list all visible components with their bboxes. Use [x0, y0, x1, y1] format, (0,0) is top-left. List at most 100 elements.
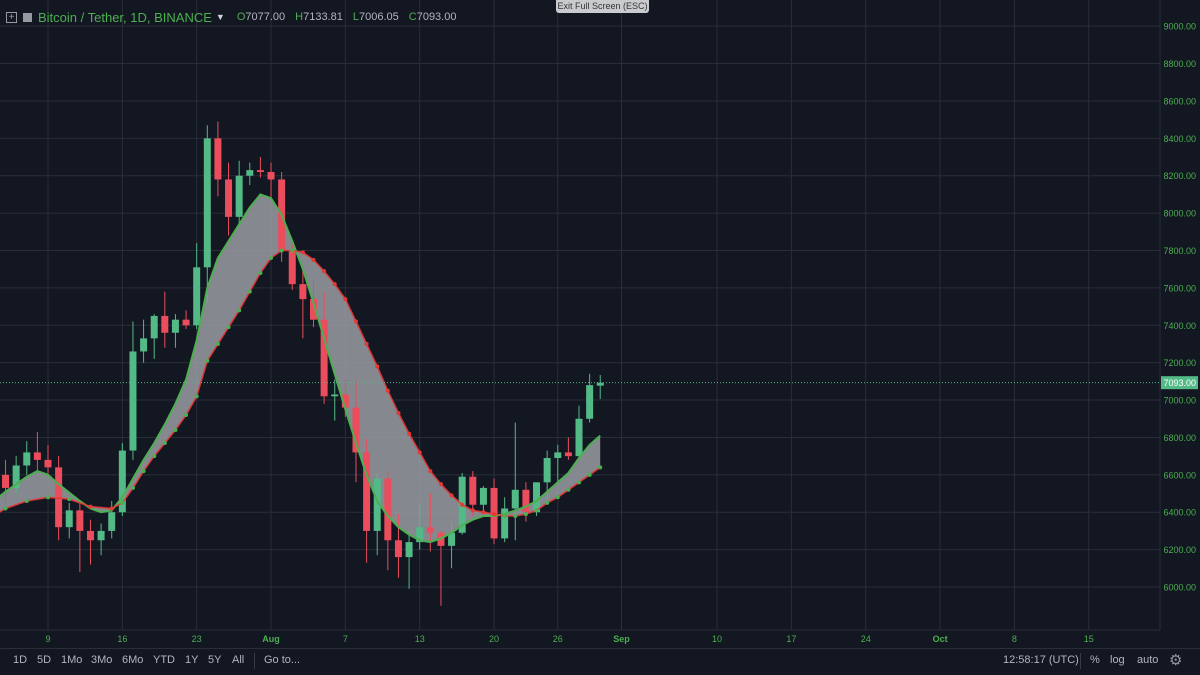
candle-down[interactable] [267, 171, 275, 180]
ma-cloud [0, 194, 601, 543]
price-tick-label: 7200.00 [1163, 358, 1196, 368]
candle-up[interactable] [586, 385, 594, 419]
candle-down[interactable] [225, 179, 233, 217]
slow-ma-dot [67, 497, 72, 502]
candle-up[interactable] [575, 418, 583, 457]
candle-down[interactable] [33, 452, 41, 460]
candle-down[interactable] [55, 467, 63, 528]
candle-up[interactable] [373, 478, 381, 531]
candle-up[interactable] [554, 452, 562, 459]
slow-ma-dot [226, 325, 231, 330]
slow-ma-dot [205, 358, 210, 363]
candle-down[interactable] [469, 476, 477, 505]
candle-up[interactable] [501, 508, 509, 539]
candle-down[interactable] [341, 394, 349, 408]
range-1y-button[interactable]: 1Y [185, 654, 199, 666]
candle-up[interactable] [533, 482, 541, 513]
candle-up[interactable] [405, 542, 413, 558]
range-3mo-button[interactable]: 3Mo [91, 654, 113, 666]
candle-down[interactable] [310, 299, 317, 320]
candle-up[interactable] [97, 530, 105, 541]
candle-up[interactable] [235, 175, 243, 217]
candle-down[interactable] [214, 138, 222, 180]
candle-down[interactable] [320, 319, 328, 397]
candle-down[interactable] [363, 452, 371, 531]
candle-up[interactable] [12, 465, 20, 488]
utc-clock[interactable]: 12:58:17 (UTC) [1003, 654, 1079, 666]
candle-down[interactable] [44, 459, 52, 468]
candle-down[interactable] [564, 452, 572, 457]
candle-up[interactable] [511, 489, 519, 509]
candle-down[interactable] [522, 489, 530, 513]
candle-down[interactable] [161, 315, 169, 333]
candle-up[interactable] [193, 267, 201, 326]
candle-down[interactable] [2, 474, 10, 488]
candle-up[interactable] [203, 138, 211, 268]
slow-ma-dot [194, 394, 199, 399]
plus-square-icon[interactable]: + [6, 11, 17, 23]
exit-fullscreen-tooltip[interactable]: Exit Full Screen (ESC) [556, 0, 649, 13]
candle-down[interactable] [86, 530, 94, 541]
candle-up[interactable] [65, 510, 73, 528]
goto-button[interactable]: Go to... [264, 654, 301, 666]
candle-down[interactable] [352, 407, 360, 453]
price-axis[interactable]: 6000.00 6200.00 6400.00 6600.00 6800.00 7000.… [1161, 22, 1198, 593]
candle-down[interactable] [394, 540, 402, 558]
range-5y-button[interactable]: 5Y [208, 654, 222, 666]
time-tick-label: 7 [343, 634, 348, 644]
candle-up[interactable] [448, 532, 456, 546]
candle-up[interactable] [416, 527, 424, 543]
candles-layer[interactable] [0, 121, 604, 606]
candle-up[interactable] [108, 512, 116, 531]
slow-ma-dot [237, 308, 242, 313]
range-ytd-button[interactable]: YTD [153, 654, 175, 666]
auto-scale-button[interactable]: auto [1137, 654, 1159, 666]
candle-up[interactable] [479, 487, 487, 505]
slow-ma-dot [162, 441, 167, 446]
candle-up[interactable] [543, 458, 551, 483]
candle-up[interactable] [129, 351, 137, 451]
range-1d-button[interactable]: 1D [13, 654, 28, 666]
candle-up[interactable] [118, 450, 126, 513]
range-all-button[interactable]: All [232, 654, 245, 666]
price-chart[interactable]: 6000.00 6200.00 6400.00 6600.00 6800.00 7000.… [0, 0, 1200, 648]
candle-down[interactable] [426, 527, 434, 533]
candle-up[interactable] [246, 170, 254, 176]
percent-scale-button[interactable]: % [1090, 654, 1100, 666]
candle-down[interactable] [384, 478, 392, 541]
range-5d-button[interactable]: 5D [37, 654, 52, 666]
candle-up[interactable] [150, 315, 158, 339]
gear-icon[interactable]: ⚙ [1169, 652, 1183, 669]
price-tick-label: 7000.00 [1163, 396, 1196, 406]
slow-ma-dot [385, 388, 390, 393]
candle-down[interactable] [299, 284, 307, 300]
candle-up[interactable] [23, 452, 31, 466]
log-scale-button[interactable]: log [1110, 654, 1125, 666]
time-tick-label: Sep [613, 634, 630, 644]
candle-up[interactable] [171, 319, 179, 333]
chart-legend: + Bitcoin / Tether, 1D, BINANCE ▼ O7077.… [6, 7, 460, 27]
slow-ma-dot [247, 289, 252, 294]
candle-up[interactable] [596, 382, 604, 386]
candle-down[interactable] [182, 319, 190, 326]
square-icon[interactable] [23, 12, 32, 22]
candle-up[interactable] [140, 338, 148, 352]
slow-ma-dot [555, 495, 560, 500]
candle-down[interactable] [256, 170, 264, 172]
slow-ma-dot [269, 255, 274, 260]
price-tick-label: 9000.00 [1163, 22, 1196, 32]
chevron-down-icon[interactable]: ▼ [215, 12, 225, 22]
candle-down[interactable] [76, 510, 84, 531]
candle-down[interactable] [288, 250, 296, 285]
range-6mo-button[interactable]: 6Mo [122, 654, 144, 666]
range-1mo-button[interactable]: 1Mo [61, 654, 83, 666]
symbol-title[interactable]: Bitcoin / Tether, 1D, BINANCE [38, 9, 212, 25]
slow-ma-dot [492, 512, 497, 517]
slow-ma-dot [460, 502, 465, 507]
slow-ma-dot [290, 248, 295, 253]
time-axis[interactable]: 9 16 23 Aug 7 13 20 26 Sep 10 17 24 Oct 8 15 [45, 634, 1093, 644]
slow-ma-dot [353, 319, 358, 324]
time-tick-label: 20 [489, 634, 499, 644]
slow-ma-dot [523, 512, 528, 517]
candle-up[interactable] [331, 394, 339, 397]
